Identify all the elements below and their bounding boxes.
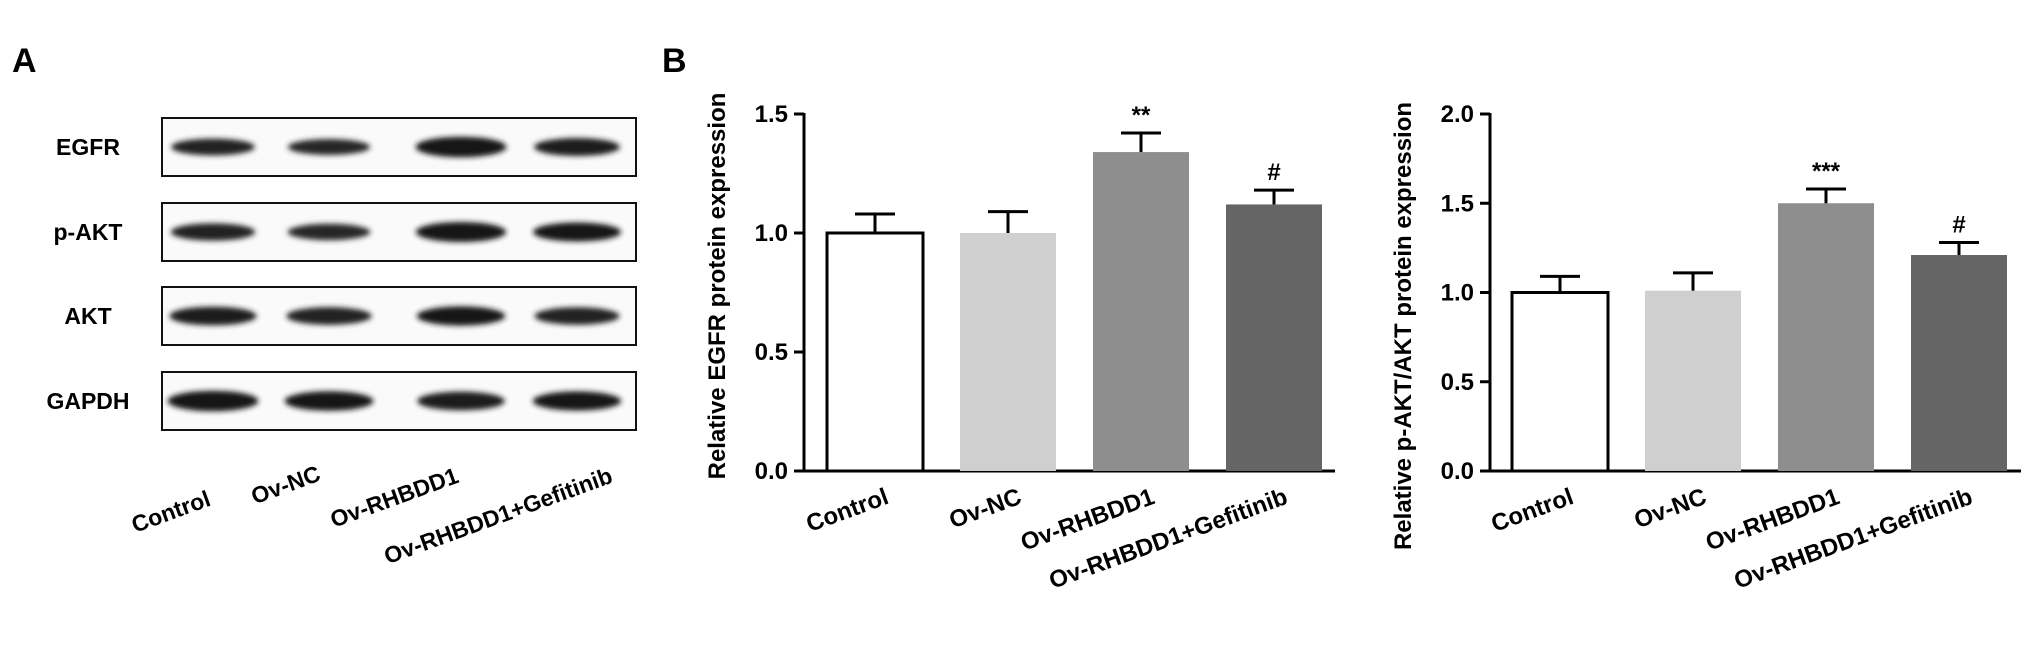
y-tick-label: 1.5 — [755, 101, 788, 128]
blot-band — [532, 222, 622, 242]
bar-ov-rhbdd1-gefitinib — [1226, 204, 1322, 471]
egfr-chart-y-axis-label: Relative EGFR protein expression — [704, 93, 731, 480]
egfr-bar-chart: Relative EGFR protein expression 0.0 0.5 1… — [704, 93, 1335, 595]
blot-band — [415, 136, 507, 158]
y-tick-label: 1.0 — [755, 220, 788, 247]
blot-band — [284, 391, 374, 411]
bar-control — [1510, 291, 1610, 473]
pakt-akt-chart-y-axis-label: Relative p-AKT/AKT protein expression — [1390, 102, 1417, 550]
bar-ov-rhbdd1-gefitinib — [1911, 255, 2007, 471]
y-tick-label: 0.0 — [1441, 458, 1474, 485]
pakt-akt-bar-chart: Relative p-AKT/AKT protein expression 0.… — [1390, 101, 2021, 595]
x-category-label: Ov-RHBDD1+Gefitinib — [1046, 483, 1291, 594]
blot-band — [287, 138, 371, 156]
bar-ov-nc — [960, 233, 1056, 471]
blot-row-akt: AKT — [64, 286, 637, 346]
x-category-label: Control — [803, 483, 892, 538]
blot-band — [169, 306, 257, 326]
blot-band — [170, 223, 256, 241]
blot-row-egfr: EGFR — [56, 117, 637, 177]
blot-row-label: GAPDH — [46, 388, 129, 414]
y-tick-label: 0.5 — [1441, 369, 1474, 396]
blot-category-label: Control — [128, 485, 214, 537]
blot-row-p-akt: p-AKT — [54, 202, 637, 262]
blot-band — [171, 138, 255, 156]
blot-row-label: AKT — [64, 303, 111, 329]
x-category-label: Control — [1488, 483, 1577, 538]
blot-band — [534, 138, 620, 156]
blot-band — [532, 391, 622, 411]
blot-rows: EGFR p-AKT AKT GAPDH — [46, 117, 637, 431]
x-category-label: Ov-RHBDD1+Gefitinib — [1731, 483, 1976, 594]
bar-ov-rhbdd1 — [1093, 152, 1189, 471]
significance-mark: # — [1952, 212, 1965, 239]
blot-row-gapdh: GAPDH — [46, 371, 637, 431]
significance-mark: *** — [1812, 158, 1841, 185]
blot-band — [415, 221, 507, 243]
blot-row-label: EGFR — [56, 134, 120, 160]
bar-ov-nc — [1645, 290, 1741, 471]
blot-band — [287, 223, 371, 241]
significance-mark: ** — [1132, 102, 1151, 129]
panel-label-b: B — [662, 42, 687, 80]
y-tick-label: 2.0 — [1441, 101, 1474, 128]
bar-ov-rhbdd1 — [1778, 203, 1874, 471]
y-tick-label: 1.0 — [1441, 280, 1474, 307]
x-category-label: Ov-NC — [1631, 483, 1710, 534]
blot-band — [416, 306, 506, 326]
blot-band — [534, 307, 620, 325]
blot-row-label: p-AKT — [54, 219, 123, 245]
significance-mark: # — [1267, 159, 1280, 186]
blot-band — [167, 390, 259, 412]
bar-control — [825, 231, 925, 473]
y-tick-label: 0.5 — [755, 339, 788, 366]
blot-band — [417, 391, 505, 411]
y-tick-label: 0.0 — [755, 458, 788, 485]
x-category-label: Ov-NC — [946, 483, 1025, 534]
blot-category-label: Ov-NC — [248, 460, 324, 509]
panel-label-a: A — [12, 42, 37, 80]
y-tick-label: 1.5 — [1441, 190, 1474, 217]
blot-band — [286, 307, 372, 325]
